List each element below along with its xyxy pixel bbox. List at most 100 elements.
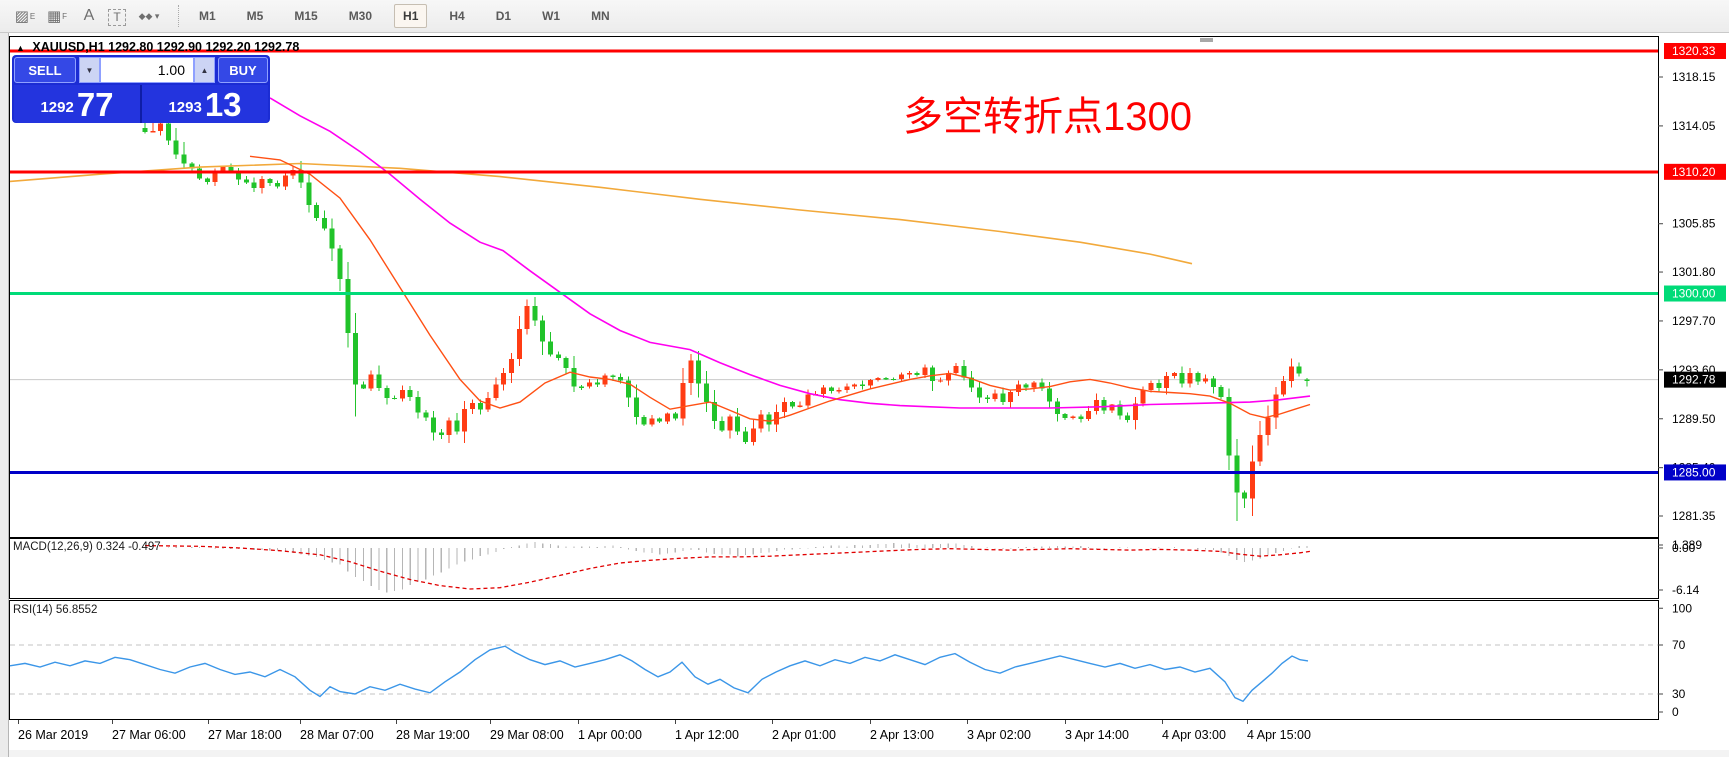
volume-decrease-button[interactable]: ▼ <box>79 57 100 83</box>
macd-tick: 1.389 <box>1672 538 1702 552</box>
volume-input[interactable] <box>100 57 194 83</box>
rsi-tick: 100 <box>1672 601 1692 615</box>
textbox-t-icon[interactable]: T <box>108 8 126 26</box>
sell-price-whole: 1292 <box>40 99 74 116</box>
pattern-f-icon[interactable]: ▦ F <box>46 8 68 25</box>
chart-scroll-indicator <box>1200 38 1213 42</box>
price-chart-canvas[interactable]: 1318.151314.051305.851301.801297.701293.… <box>0 36 1729 538</box>
timeframe-button-h4[interactable]: H4 <box>449 9 465 23</box>
price-tick: 1314.05 <box>1672 119 1716 133</box>
time-tick <box>208 720 209 724</box>
time-label: 3 Apr 14:00 <box>1065 728 1129 742</box>
one-click-trading-panel: SELL ▼ ▲ BUY 1292 77 1293 13 <box>12 55 270 123</box>
time-axis[interactable]: 26 Mar 2019 27 Mar 06:00 27 Mar 18:00 28 Ma… <box>0 720 1729 750</box>
price-tick: 1318.15 <box>1672 70 1716 84</box>
window-left-edge <box>0 33 9 757</box>
svg-text:1300.00: 1300.00 <box>1672 287 1716 301</box>
time-label: 29 Mar 08:00 <box>490 728 564 742</box>
macd-signal-line <box>144 544 1311 590</box>
current-price-label <box>1664 371 1726 388</box>
toolbar: ▨ E ▦ F A T ◆◆ ▾ M1 M5 M15 M30 H1 H4 D1 W1 MN <box>0 0 1729 33</box>
level-price-label <box>1664 163 1726 180</box>
timeframe-button-m30[interactable]: M30 <box>348 9 373 23</box>
rsi-tick: 70 <box>1672 638 1686 652</box>
time-label: 1 Apr 00:00 <box>578 728 642 742</box>
level-price-label <box>1664 42 1726 59</box>
time-label: 3 Apr 02:00 <box>967 728 1031 742</box>
timeframe-group: M1 M5 M15 M30 H1 H4 D1 W1 MN <box>190 4 632 28</box>
time-tick <box>772 720 773 724</box>
price-tick: 1305.85 <box>1672 217 1716 231</box>
time-tick <box>578 720 579 724</box>
svg-text:1310.20: 1310.20 <box>1672 165 1716 179</box>
price-tick: 1301.80 <box>1672 265 1716 279</box>
rsi-value: 56.8552 <box>55 604 98 616</box>
collapse-panel-icon[interactable]: ▲ <box>16 43 25 53</box>
macd-main-value: 0.324 <box>96 541 125 553</box>
sell-price-pips: 77 <box>76 86 114 123</box>
macd-tick: -6.14 <box>1672 583 1700 597</box>
window-bottom-edge <box>0 750 1729 757</box>
price-axis: 1318.151314.051305.851301.801297.701293.… <box>1658 42 1726 523</box>
candles <box>142 107 1310 522</box>
time-tick <box>490 720 491 724</box>
time-label: 28 Mar 19:00 <box>396 728 470 742</box>
shapes-dropdown-icon[interactable]: ◆◆ ▾ <box>138 11 160 21</box>
macd-border <box>9 538 1659 599</box>
sell-button[interactable]: SELL <box>14 57 76 83</box>
time-label: 2 Apr 13:00 <box>870 728 934 742</box>
rsi-axis: 100 70 30 0 <box>1658 601 1692 719</box>
time-label: 26 Mar 2019 <box>18 728 89 742</box>
price-tick: 1289.50 <box>1672 412 1716 426</box>
macd-label: MACD(12,26,9) 0.324 -0.497 <box>13 541 161 553</box>
timeframe-button-m5[interactable]: M5 <box>246 9 264 23</box>
time-label: 4 Apr 03:00 <box>1162 728 1226 742</box>
timeframe-button-w1[interactable]: W1 <box>542 9 561 23</box>
rsi-line <box>9 645 1309 703</box>
fast-ma-line <box>249 155 1311 422</box>
buy-price-display[interactable]: 1293 13 <box>142 85 268 123</box>
time-tick <box>870 720 871 724</box>
macd-histogram <box>144 542 1308 593</box>
timeframe-button-h1[interactable]: H1 <box>394 4 428 28</box>
time-tick <box>967 720 968 724</box>
timeframe-button-m1[interactable]: M1 <box>199 9 216 23</box>
buy-price-pips: 13 <box>204 86 242 123</box>
price-tick: 1297.70 <box>1672 314 1716 328</box>
buy-price-whole: 1293 <box>168 99 202 116</box>
slow-ma-line <box>9 162 1193 265</box>
time-label: 27 Mar 06:00 <box>112 728 186 742</box>
time-tick <box>1065 720 1066 724</box>
svg-text:1285.00: 1285.00 <box>1672 465 1716 479</box>
chart-ohlc-values: 1292.80 1292.90 1292.20 1292.78 <box>108 40 300 54</box>
mid-ma-line <box>269 97 1311 409</box>
rsi-indicator-canvas[interactable]: 100 70 30 0 <box>0 600 1729 720</box>
label-a-icon[interactable]: A <box>83 7 95 24</box>
time-label: 2 Apr 01:00 <box>772 728 836 742</box>
time-tick <box>1162 720 1163 724</box>
level-price-label <box>1664 464 1726 481</box>
time-tick <box>396 720 397 724</box>
time-label: 27 Mar 18:00 <box>208 728 282 742</box>
time-label: 1 Apr 12:00 <box>675 728 739 742</box>
chart-title: ▲ XAUUSD,H1 1292.80 1292.90 1292.20 1292… <box>16 40 299 54</box>
pattern-e-icon[interactable]: ▨ E <box>14 8 36 25</box>
time-tick <box>1247 720 1248 724</box>
sell-price-display[interactable]: 1292 77 <box>14 85 142 123</box>
timeframe-button-mn[interactable]: MN <box>591 9 610 23</box>
time-tick <box>18 720 19 724</box>
timeframe-button-d1[interactable]: D1 <box>495 9 512 23</box>
time-tick <box>300 720 301 724</box>
macd-tick: 0.00 <box>1672 541 1696 555</box>
time-label: 4 Apr 15:00 <box>1247 728 1311 742</box>
buy-button[interactable]: BUY <box>218 57 268 83</box>
timeframe-button-m15[interactable]: M15 <box>294 9 318 23</box>
svg-text:1320.33: 1320.33 <box>1672 44 1716 58</box>
price-tick: 1281.35 <box>1672 509 1716 523</box>
time-tick <box>675 720 676 724</box>
volume-increase-button[interactable]: ▲ <box>194 57 215 83</box>
level-price-label <box>1664 285 1726 302</box>
